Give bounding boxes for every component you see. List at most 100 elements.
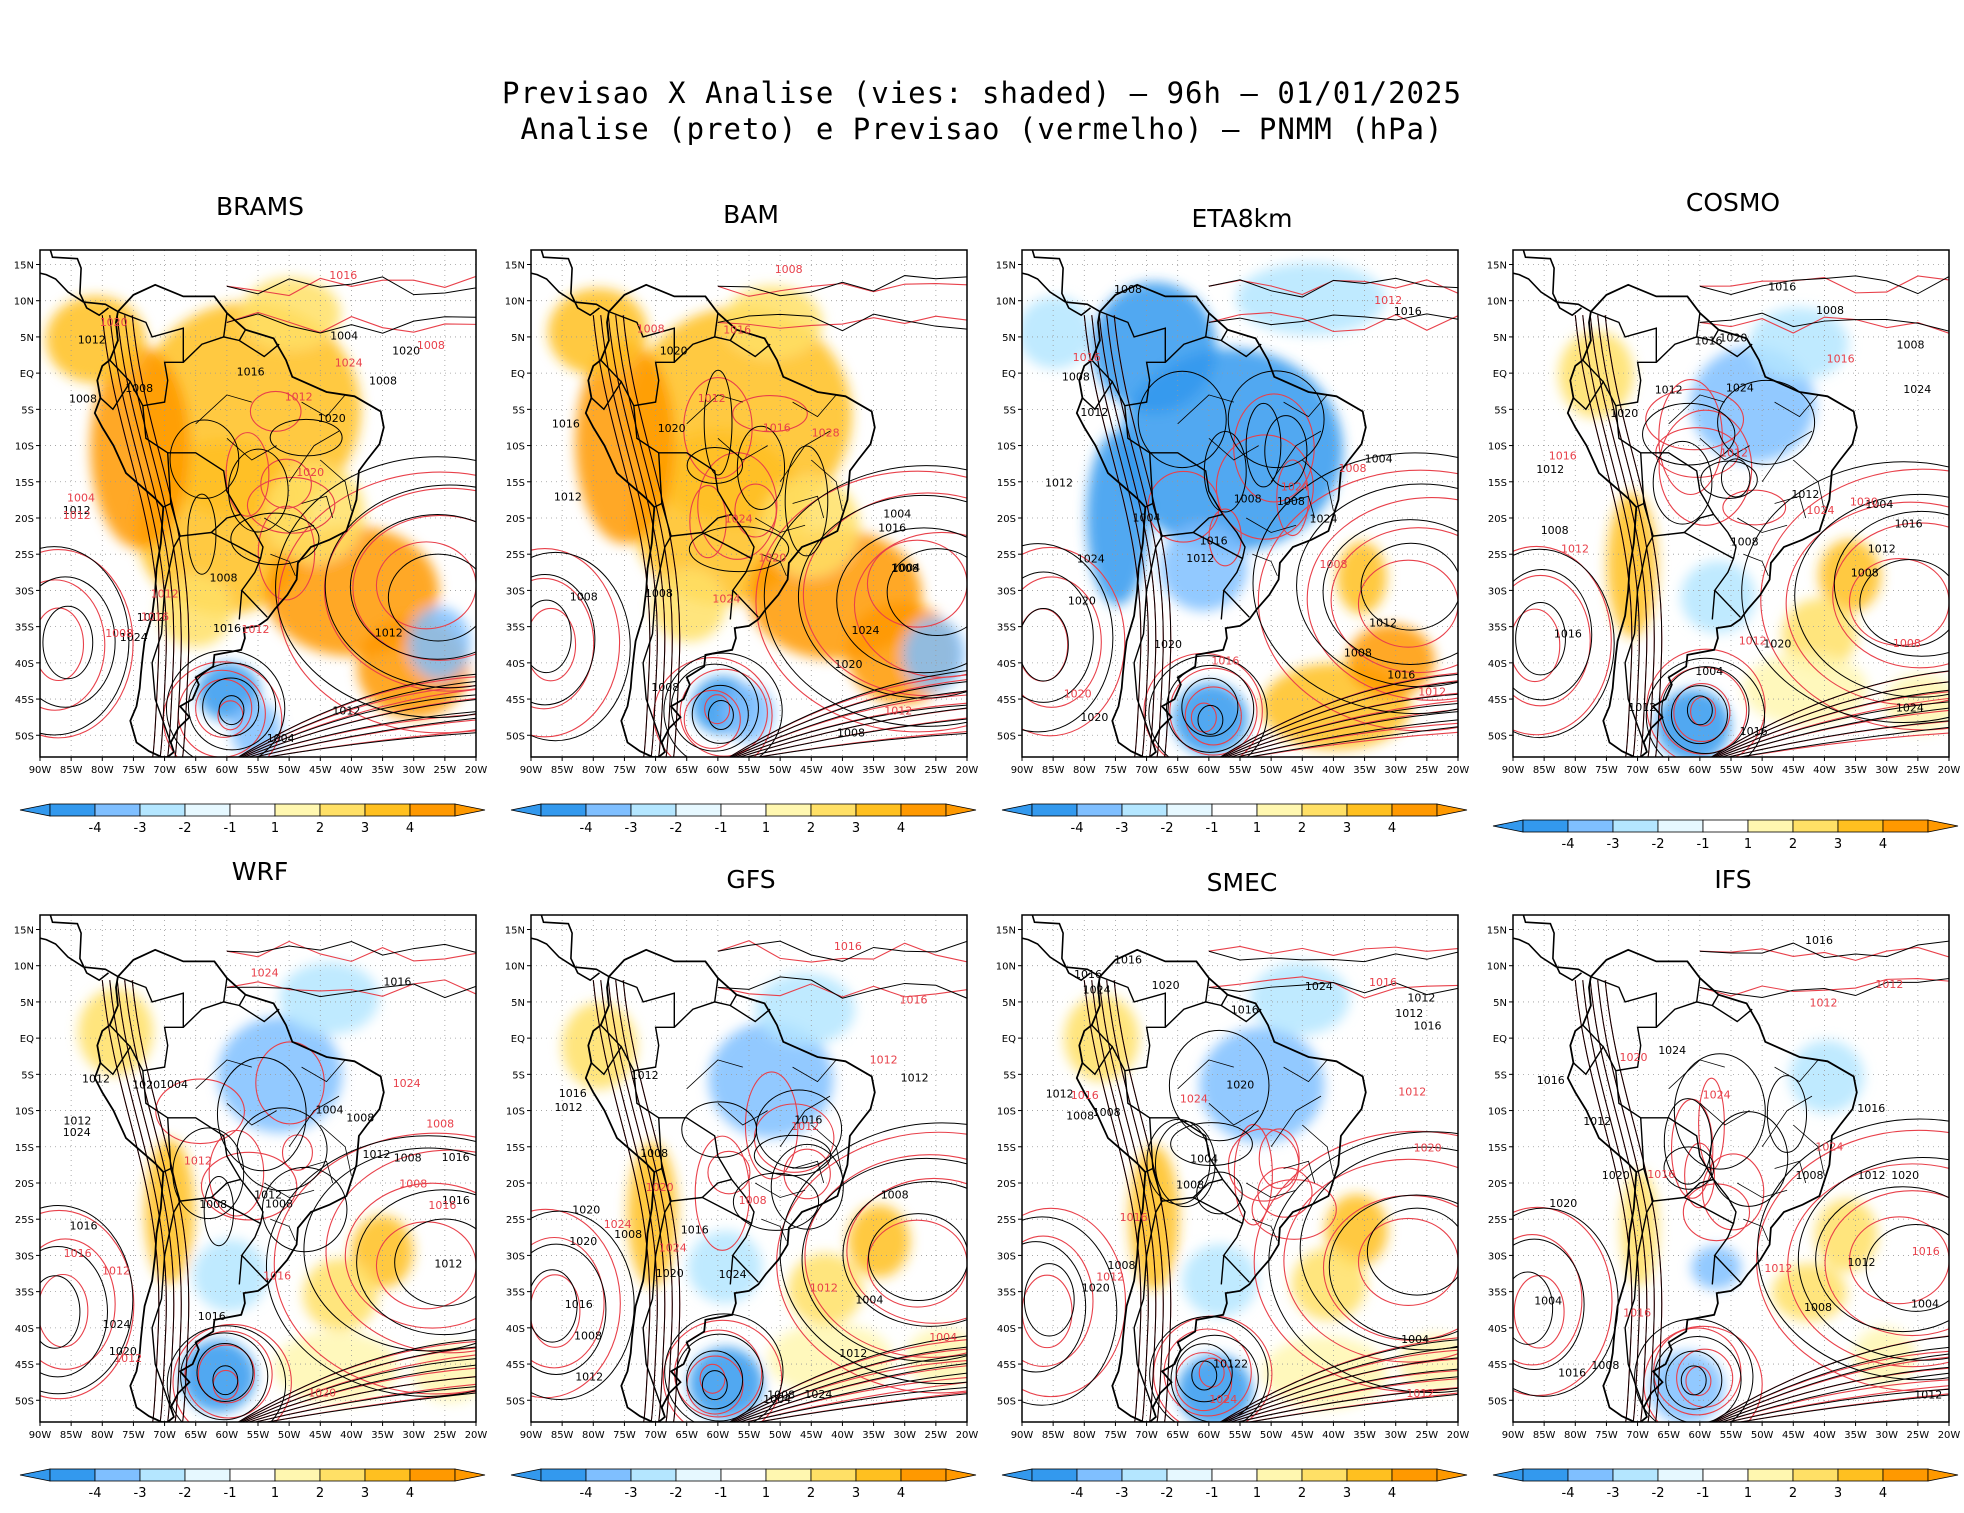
state-border bbox=[1699, 437, 1750, 461]
colorbar-label: 2 bbox=[316, 821, 324, 836]
south-america-coast bbox=[1075, 948, 1367, 1422]
isobar bbox=[247, 711, 476, 757]
isobar bbox=[42, 605, 94, 680]
colorbar-label: -4 bbox=[580, 821, 593, 836]
state-border bbox=[1761, 1095, 1813, 1148]
y-tick-label: 35S bbox=[997, 1288, 1016, 1299]
contour-label: 1008 bbox=[1108, 1259, 1136, 1272]
isobar bbox=[1720, 458, 1751, 498]
central-america-coast bbox=[1513, 250, 1592, 317]
state-border bbox=[1245, 517, 1297, 533]
contour-label: 1012 bbox=[1418, 685, 1446, 698]
contour-label: 1008 bbox=[1320, 558, 1348, 571]
contour-label: 1016 bbox=[263, 1269, 291, 1282]
x-tick-label: 55W bbox=[1720, 765, 1743, 776]
isobar bbox=[1663, 1098, 1712, 1185]
y-tick-label: 10N bbox=[14, 962, 34, 973]
isobar bbox=[387, 553, 476, 642]
colorbar-label: 1 bbox=[271, 821, 279, 836]
country-border bbox=[642, 1200, 672, 1418]
isobar bbox=[1652, 440, 1713, 525]
contour-label: 1004 bbox=[1534, 1294, 1562, 1307]
isobar bbox=[1208, 277, 1458, 298]
x-tick-label: 80W bbox=[91, 765, 114, 776]
country-border bbox=[600, 359, 622, 383]
bias-blob bbox=[1173, 682, 1248, 756]
isobar bbox=[1699, 275, 1949, 295]
country-border bbox=[1081, 380, 1126, 411]
panel-bam: BAM 1012 1016 1008 1008 1008 1004 1008 1016 1020 1… bbox=[491, 200, 981, 848]
contour-label: 1008 bbox=[837, 726, 865, 739]
contour-label: 1024 bbox=[1180, 1092, 1208, 1105]
country-border bbox=[1205, 977, 1210, 1002]
y-tick-label: 45S bbox=[1488, 695, 1507, 706]
y-tick-label: 50S bbox=[1488, 1396, 1507, 1407]
isobar bbox=[699, 1363, 726, 1394]
isobar bbox=[1699, 978, 1949, 998]
isobar bbox=[1149, 1315, 1269, 1422]
contour-label: 1016 bbox=[681, 1224, 709, 1237]
isobar bbox=[260, 458, 312, 509]
isobar bbox=[1757, 1118, 1949, 1381]
x-tick-label: 40W bbox=[1813, 765, 1836, 776]
country-border bbox=[151, 1200, 181, 1418]
isobar bbox=[1722, 489, 1787, 526]
isobar bbox=[622, 315, 681, 757]
country-border bbox=[600, 1024, 622, 1048]
x-tick-label: 75W bbox=[1104, 765, 1127, 776]
colorbar-segment bbox=[855, 1468, 902, 1482]
y-tick-label: 30S bbox=[1488, 586, 1507, 597]
country-border bbox=[1711, 329, 1720, 341]
colorbar-max-arrow bbox=[1927, 819, 1959, 833]
isobar bbox=[1673, 682, 1731, 743]
isobar bbox=[1170, 1334, 1259, 1422]
state-border bbox=[288, 1095, 340, 1148]
colorbar-segment bbox=[409, 1468, 456, 1482]
isobar bbox=[394, 1218, 476, 1307]
coastline bbox=[1022, 250, 1367, 757]
contour-label: 1004 bbox=[855, 1294, 883, 1307]
isobar bbox=[1794, 493, 1949, 698]
contour-label: 1012 bbox=[63, 1115, 91, 1128]
y-tick-label: 10S bbox=[1488, 442, 1507, 453]
colorbar-label: -2 bbox=[1161, 821, 1174, 836]
contour-label: 1012 bbox=[810, 1282, 838, 1295]
colorbar-label: 1 bbox=[271, 1486, 279, 1501]
colorbar-segment bbox=[1031, 1468, 1078, 1482]
colorbar-segment bbox=[765, 1468, 812, 1482]
contour-label: 1016 bbox=[878, 521, 906, 534]
isobar bbox=[717, 983, 967, 998]
x-tick-label: 70W bbox=[644, 765, 667, 776]
isobar bbox=[707, 1150, 751, 1195]
caribbean-coast bbox=[1619, 893, 1647, 904]
contour-label: 1008 bbox=[1796, 1169, 1824, 1182]
isobar bbox=[1257, 1167, 1313, 1218]
colorbar-segment bbox=[1121, 803, 1168, 817]
panel-title: IFS bbox=[1714, 865, 1752, 894]
isobar bbox=[1175, 1343, 1233, 1403]
colorbar-label: -2 bbox=[1652, 1486, 1665, 1501]
pressure-contours bbox=[40, 940, 476, 1422]
country-border bbox=[1590, 310, 1658, 363]
x-tick-label: 50W bbox=[1260, 765, 1283, 776]
contour-label: 1004 bbox=[1133, 512, 1161, 525]
bias-blob bbox=[1680, 560, 1756, 634]
contour-label: 1012 bbox=[332, 705, 360, 718]
bias-blob bbox=[1182, 1244, 1258, 1317]
colorbar-segment bbox=[1211, 803, 1258, 817]
colorbar: -4 -3 -2 -1 1 2 3 4 bbox=[1492, 819, 1959, 848]
isobar bbox=[615, 980, 673, 1422]
isobar bbox=[1357, 1217, 1458, 1306]
colorbar-segment bbox=[585, 803, 632, 817]
x-tick-label: 75W bbox=[1595, 765, 1618, 776]
x-tick-label: 65W bbox=[184, 765, 207, 776]
contour-label: 1020 bbox=[109, 1345, 137, 1358]
country-border bbox=[590, 1045, 635, 1076]
state-border bbox=[792, 1059, 837, 1083]
x-tick-label: 90W bbox=[29, 765, 52, 776]
y-tick-label: 20S bbox=[506, 514, 525, 525]
isobar bbox=[753, 1134, 832, 1177]
isobar bbox=[1815, 1186, 1949, 1333]
contour-label: 1020 bbox=[318, 412, 346, 425]
contour-labels: 1012100810081012101610081008101210161004… bbox=[1536, 280, 1931, 738]
